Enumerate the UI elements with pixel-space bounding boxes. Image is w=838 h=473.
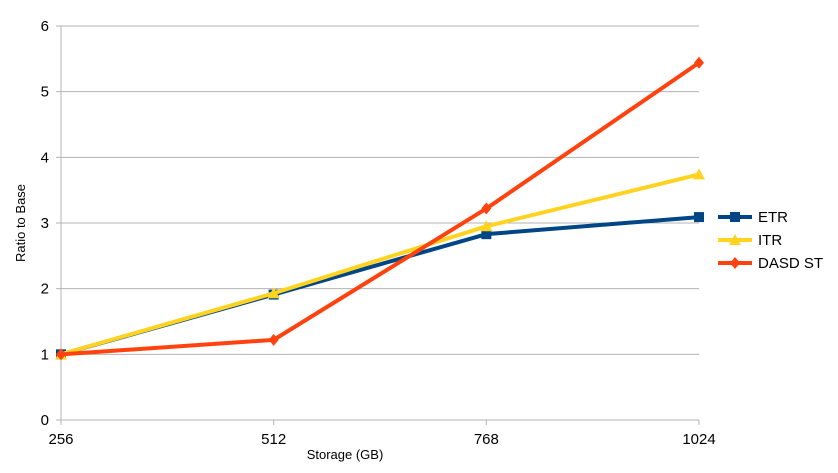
y-tick-label: 6: [41, 18, 49, 35]
x-tick-label: 256: [48, 431, 73, 448]
gridlines: [56, 25, 699, 421]
x-axis-title: Storage (GB): [307, 447, 384, 462]
series-line-etr: [59, 215, 701, 357]
y-tick-label: 5: [41, 84, 49, 101]
series-line-itr: [59, 172, 701, 357]
legend-label-dasd-st: DASD ST: [758, 255, 823, 272]
y-axis-tick-labels: 0 1 2 3 4 5 6: [41, 18, 49, 429]
data-point-etr: [694, 212, 704, 223]
data-point-itr: [480, 220, 493, 232]
legend-item-etr: ETR: [718, 209, 788, 226]
x-tick-label: 1024: [682, 431, 715, 448]
y-tick-label: 4: [41, 149, 49, 166]
legend-marker-dasd-st: [730, 257, 740, 269]
data-point-dasd-st: [694, 56, 704, 69]
legend: ETR ITR DASD ST: [718, 209, 823, 272]
x-axis-tick-labels: 256 512 768 1024: [48, 420, 716, 448]
series-layer: [55, 56, 705, 361]
y-axis-title: Ratio to Base: [13, 184, 28, 262]
legend-label-etr: ETR: [758, 209, 788, 226]
data-point-itr: [267, 287, 280, 299]
legend-label-itr: ITR: [758, 232, 782, 249]
series-dasd-st: [56, 56, 704, 361]
y-tick-label: 1: [41, 346, 49, 363]
x-tick-label: 512: [261, 431, 286, 448]
series-line-dasd-st: [59, 60, 701, 357]
legend-item-dasd-st: DASD ST: [718, 255, 823, 272]
x-tick-label: 768: [474, 431, 499, 448]
legend-marker-itr: [729, 234, 741, 245]
data-point-etr: [481, 229, 492, 240]
y-tick-label: 0: [41, 412, 49, 429]
y-tick-label: 2: [41, 281, 49, 298]
data-point-itr: [693, 168, 705, 180]
legend-item-itr: ITR: [718, 232, 782, 249]
series-etr: [56, 212, 704, 360]
data-point-dasd-st: [481, 202, 492, 215]
legend-marker-etr: [730, 212, 740, 222]
data-point-dasd-st: [268, 333, 279, 346]
y-tick-label: 3: [41, 215, 49, 232]
data-point-dasd-st: [56, 348, 66, 361]
